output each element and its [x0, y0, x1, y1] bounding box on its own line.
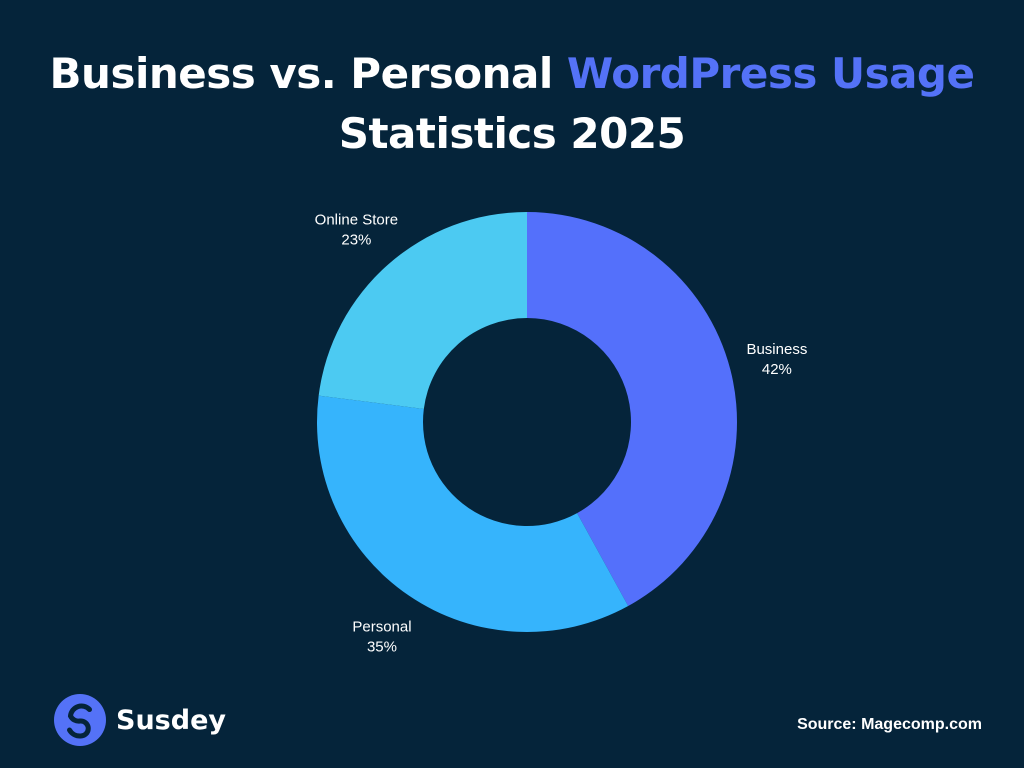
slice-business: [527, 212, 738, 607]
chart-title: Business vs. Personal WordPress Usage St…: [0, 44, 1024, 164]
source-credit: Source: Magecomp.com: [797, 716, 982, 733]
title-line-2: Statistics 2025: [338, 109, 686, 158]
title-prefix: Business vs. Personal: [49, 49, 567, 98]
brand-name: Susdey: [116, 704, 226, 736]
slice-personal: [317, 395, 629, 632]
s-logo-icon: [54, 694, 106, 746]
title-accent: WordPress Usage: [566, 49, 975, 98]
slice-label-online-store: Online Store 23%: [315, 211, 398, 248]
brand: Susdey: [54, 694, 226, 746]
slice-label-personal: Personal 35%: [352, 618, 411, 655]
slice-label-business: Business 42%: [746, 341, 807, 378]
slice-online-store: [318, 212, 527, 409]
